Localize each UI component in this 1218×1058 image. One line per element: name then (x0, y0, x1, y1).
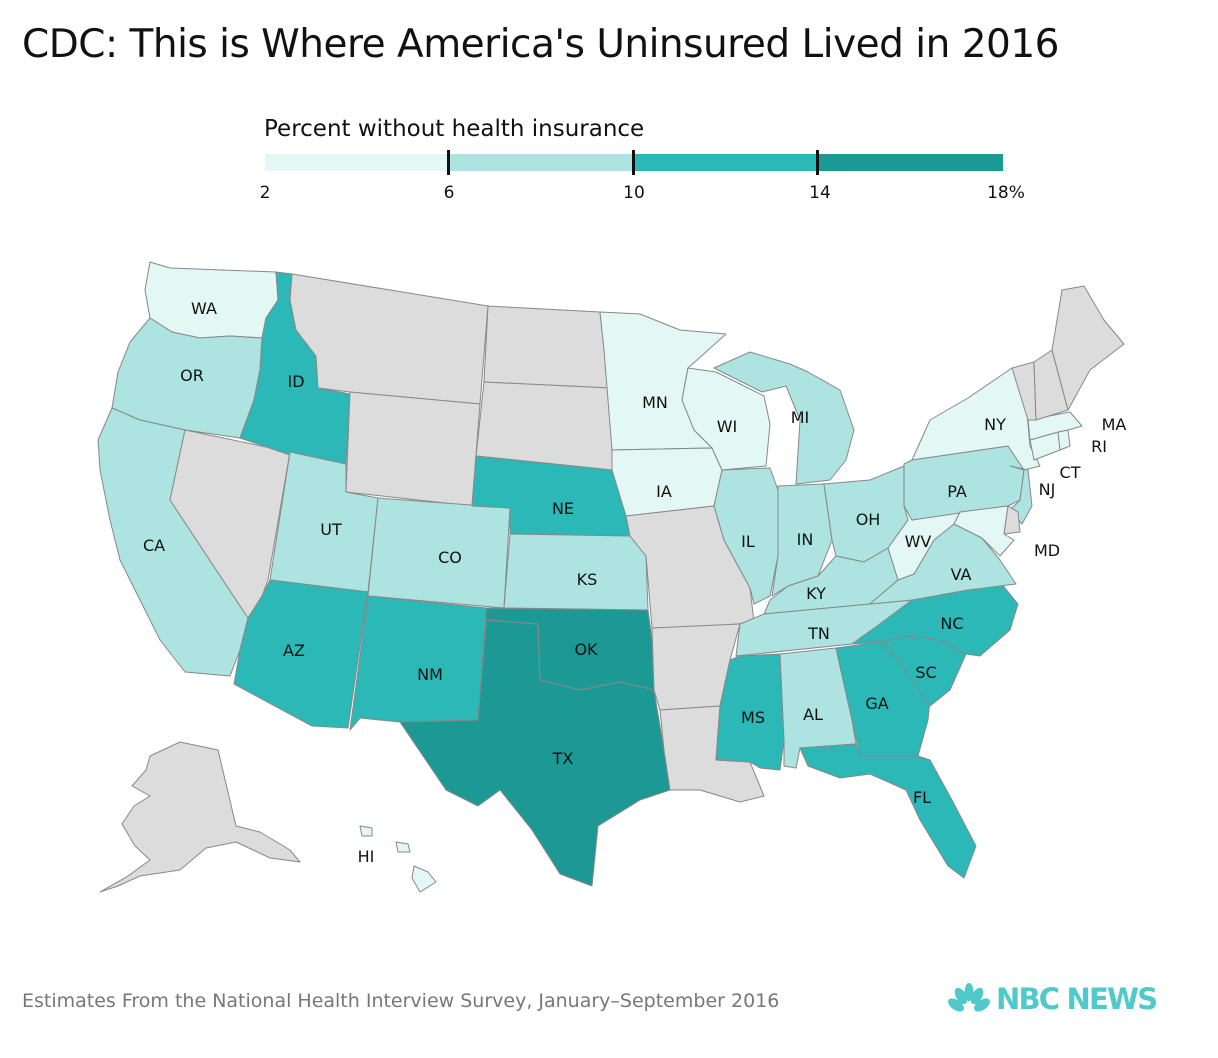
state-label-ri: RI (1091, 437, 1107, 456)
state-label-mi: MI (791, 408, 810, 427)
state-label-ok: OK (574, 640, 598, 659)
source-note: Estimates From the National Health Inter… (22, 990, 780, 1012)
state-me[interactable] (1051, 285, 1125, 411)
state-label-in: IN (797, 530, 814, 549)
state-label-ct: CT (1060, 463, 1081, 482)
legend-label-2: 2 (259, 183, 271, 203)
legend-swatch-2-6 (265, 154, 449, 171)
state-de[interactable] (1003, 505, 1021, 535)
state-label-hi: HI (358, 847, 375, 866)
state-label-sc: SC (915, 663, 936, 682)
state-il[interactable] (713, 467, 779, 605)
state-label-fl: FL (913, 788, 931, 807)
legend: Percent without health insurance 2 6 10 … (0, 0, 1218, 230)
state-mt[interactable] (289, 273, 489, 405)
state-fl[interactable] (799, 743, 977, 879)
state-label-nc: NC (940, 614, 963, 633)
state-mi[interactable] (713, 351, 855, 485)
state-label-ks: KS (577, 570, 598, 589)
legend-tick-6 (447, 150, 450, 175)
state-label-or: OR (180, 366, 204, 385)
state-tx[interactable] (399, 619, 671, 887)
state-wy[interactable] (345, 391, 481, 507)
state-label-pa: PA (947, 482, 967, 501)
state-nd[interactable] (483, 305, 611, 389)
state-label-wa: WA (191, 299, 217, 318)
state-label-ny: NY (984, 415, 1006, 434)
legend-label-14: 14 (809, 183, 831, 203)
state-label-md: MD (1034, 541, 1060, 560)
state-label-oh: OH (856, 510, 881, 529)
state-wi[interactable] (681, 367, 771, 471)
state-label-ne: NE (552, 499, 574, 518)
state-label-ms: MS (741, 708, 765, 727)
legend-title: Percent without health insurance (264, 116, 645, 142)
state-label-wv: WV (905, 532, 932, 551)
state-label-il: IL (741, 532, 755, 551)
peacock-icon (948, 983, 990, 1012)
state-hi-2[interactable] (395, 841, 411, 853)
state-label-mn: MN (642, 393, 668, 412)
logo-wordmark: NBC NEWS (996, 982, 1158, 1016)
state-label-ia: IA (656, 482, 672, 501)
state-label-ca: CA (143, 536, 165, 555)
state-label-al: AL (803, 705, 823, 724)
state-label-ga: GA (865, 694, 888, 713)
state-label-tn: TN (807, 624, 830, 643)
state-ri[interactable] (1057, 429, 1071, 451)
state-az[interactable] (233, 579, 369, 729)
state-hi-3[interactable] (359, 825, 373, 837)
legend-label-18: 18% (987, 183, 1025, 203)
state-label-nj: NJ (1039, 480, 1056, 499)
state-label-ma: MA (1102, 415, 1127, 434)
state-ks[interactable] (503, 533, 649, 611)
state-hi-1[interactable] (411, 865, 437, 893)
state-label-co: CO (438, 548, 462, 567)
legend-swatch-14-18 (818, 154, 1003, 171)
state-label-id: ID (287, 372, 304, 391)
state-ak[interactable] (99, 741, 301, 893)
state-label-ut: UT (320, 520, 342, 539)
state-sd[interactable] (475, 381, 613, 471)
legend-swatch-6-10 (449, 154, 634, 171)
legend-color-scale (265, 150, 1003, 175)
state-label-az: AZ (283, 641, 305, 660)
state-ma[interactable] (1027, 411, 1083, 441)
chart-title: CDC: This is Where America's Uninsured L… (22, 22, 1060, 67)
legend-tick-10 (632, 150, 635, 175)
legend-swatch-10-14 (634, 154, 818, 171)
state-label-va: VA (951, 565, 972, 584)
legend-tick-14 (816, 150, 819, 175)
state-label-wi: WI (717, 417, 738, 436)
state-label-tx: TX (552, 749, 574, 768)
legend-label-6: 6 (443, 183, 455, 203)
state-label-ky: KY (806, 584, 826, 603)
state-nm[interactable] (349, 595, 487, 731)
legend-label-10: 10 (623, 183, 645, 203)
nbc-news-logo: NBC NEWS (946, 980, 1158, 1020)
state-label-nm: NM (417, 665, 443, 684)
